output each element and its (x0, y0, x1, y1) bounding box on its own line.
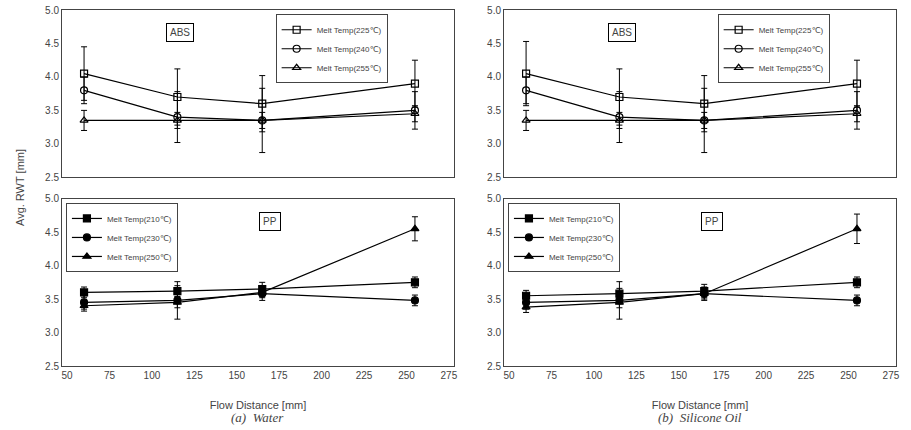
svg-text:3.0: 3.0 (487, 138, 501, 149)
svg-text:5.0: 5.0 (487, 193, 501, 204)
svg-text:4.5: 4.5 (45, 227, 59, 238)
svg-text:225: 225 (798, 370, 815, 381)
svg-text:4.0: 4.0 (45, 260, 59, 271)
svg-text:4.0: 4.0 (45, 71, 59, 82)
svg-text:Melt Temp(210℃): Melt Temp(210℃) (107, 215, 172, 224)
svg-text:100: 100 (144, 370, 161, 381)
svg-text:3.0: 3.0 (45, 138, 59, 149)
svg-text:Avg. RWT [mm]: Avg. RWT [mm] (14, 149, 26, 226)
svg-text:2.5: 2.5 (487, 172, 501, 183)
svg-text:250: 250 (398, 370, 415, 381)
svg-text:4.5: 4.5 (45, 38, 59, 49)
svg-text:Melt Temp(240℃): Melt Temp(240℃) (317, 45, 382, 54)
svg-text:200: 200 (313, 370, 330, 381)
svg-text:275: 275 (883, 370, 900, 381)
svg-text:(b) Silicone Oil: (b) Silicone Oil (658, 410, 742, 425)
svg-text:Melt Temp(255℃): Melt Temp(255℃) (759, 64, 824, 73)
svg-text:225: 225 (356, 370, 373, 381)
svg-text:75: 75 (546, 370, 558, 381)
svg-text:4.5: 4.5 (487, 38, 501, 49)
svg-text:125: 125 (628, 370, 645, 381)
svg-text:2.5: 2.5 (45, 361, 59, 372)
svg-text:2.5: 2.5 (487, 361, 501, 372)
svg-text:5.0: 5.0 (45, 193, 59, 204)
svg-text:3.5: 3.5 (487, 105, 501, 116)
svg-text:Melt Temp(240℃): Melt Temp(240℃) (759, 45, 824, 54)
svg-text:5.0: 5.0 (487, 5, 501, 16)
svg-text:125: 125 (186, 370, 203, 381)
svg-text:5.0: 5.0 (45, 5, 59, 16)
svg-text:Melt Temp(225℃): Melt Temp(225℃) (759, 26, 824, 35)
svg-text:50: 50 (62, 370, 74, 381)
svg-text:Melt Temp(210℃): Melt Temp(210℃) (549, 215, 614, 224)
svg-text:200: 200 (755, 370, 772, 381)
svg-text:(a) Water: (a) Water (231, 410, 284, 425)
svg-text:3.0: 3.0 (45, 327, 59, 338)
svg-text:2.5: 2.5 (45, 172, 59, 183)
svg-text:275: 275 (441, 370, 458, 381)
svg-text:175: 175 (713, 370, 730, 381)
svg-text:3.5: 3.5 (45, 294, 59, 305)
svg-text:PP: PP (263, 216, 277, 227)
svg-text:PP: PP (705, 216, 719, 227)
svg-text:50: 50 (504, 370, 516, 381)
svg-text:4.5: 4.5 (487, 227, 501, 238)
svg-text:4.0: 4.0 (487, 260, 501, 271)
svg-text:ABS: ABS (612, 27, 632, 38)
svg-text:175: 175 (271, 370, 288, 381)
svg-text:Melt Temp(250℃): Melt Temp(250℃) (107, 253, 172, 262)
svg-text:Melt Temp(225℃): Melt Temp(225℃) (317, 26, 382, 35)
svg-text:Melt Temp(250℃): Melt Temp(250℃) (549, 253, 614, 262)
svg-text:150: 150 (228, 370, 245, 381)
svg-text:4.0: 4.0 (487, 71, 501, 82)
svg-text:100: 100 (586, 370, 603, 381)
svg-text:ABS: ABS (170, 27, 190, 38)
svg-text:Flow Distance [mm]: Flow Distance [mm] (210, 399, 307, 411)
svg-text:75: 75 (104, 370, 116, 381)
svg-text:150: 150 (670, 370, 687, 381)
svg-text:250: 250 (840, 370, 857, 381)
svg-text:Melt Temp(230℃): Melt Temp(230℃) (549, 234, 614, 243)
svg-text:Flow Distance [mm]: Flow Distance [mm] (652, 399, 749, 411)
svg-text:3.0: 3.0 (487, 327, 501, 338)
svg-text:Melt Temp(230℃): Melt Temp(230℃) (107, 234, 172, 243)
svg-text:3.5: 3.5 (45, 105, 59, 116)
svg-text:3.5: 3.5 (487, 294, 501, 305)
svg-text:Melt Temp(255℃): Melt Temp(255℃) (317, 64, 382, 73)
